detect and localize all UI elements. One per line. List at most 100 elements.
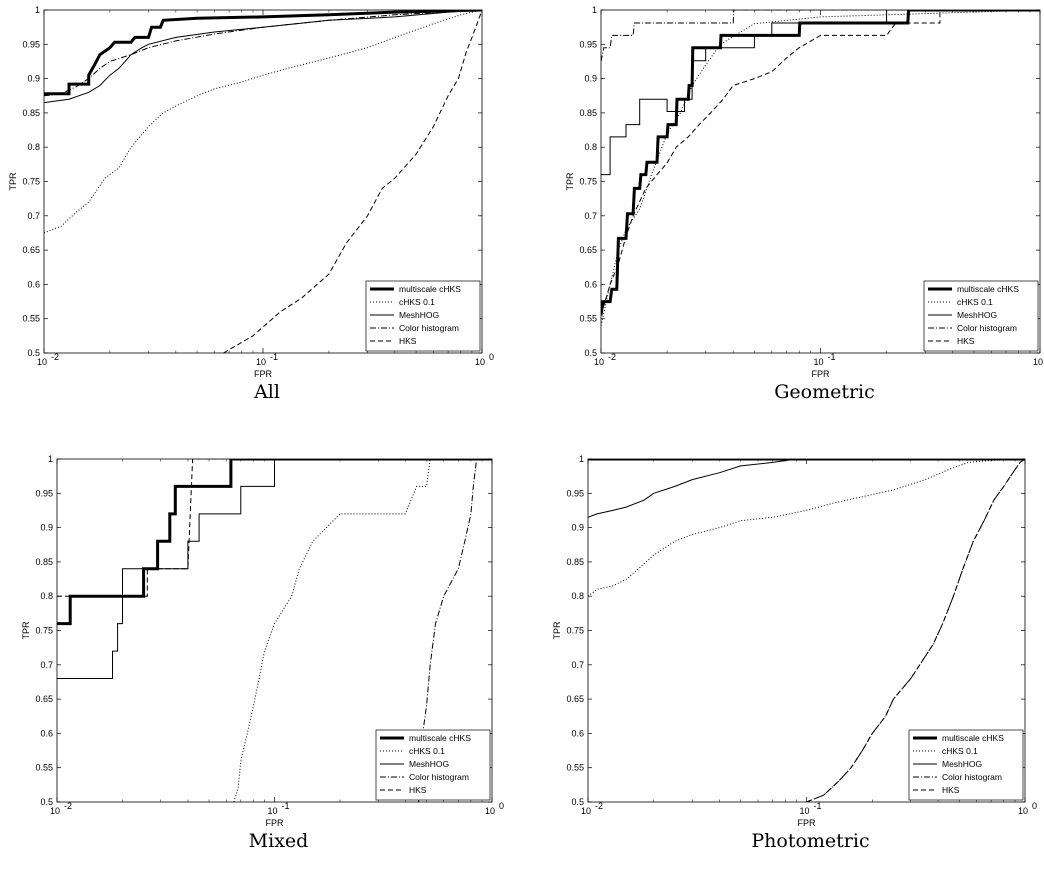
x-tick-exponent: 0 <box>489 352 494 362</box>
y-tick-label: 0.65 <box>566 694 584 704</box>
y-tick-label: 0.5 <box>571 797 584 807</box>
legend-label: Color histogram <box>942 772 1002 782</box>
series-line-color-histogram <box>44 10 482 97</box>
y-tick-label: 0.7 <box>571 660 584 670</box>
legend-label: Color histogram <box>957 323 1017 333</box>
legend-label: MeshHOG <box>409 759 449 769</box>
panel-caption: Mixed <box>249 830 309 852</box>
x-tick-label: 10 <box>813 357 823 367</box>
x-tick-exponent: -1 <box>270 352 278 362</box>
y-tick-label: 0.55 <box>579 314 597 324</box>
legend: multiscale cHKS cHKS 0.1 MeshHOG Color hist… <box>923 280 1039 352</box>
legend-box <box>923 280 1039 352</box>
panel-caption: Photometric <box>751 830 869 852</box>
x-tick-label: 10 <box>799 806 809 816</box>
legend-label: multiscale cHKS <box>409 733 471 743</box>
legend-label: HKS <box>399 336 417 346</box>
x-axis-label: FPR <box>812 369 831 379</box>
x-axis-label: FPR <box>266 818 285 828</box>
y-tick-label: 0.5 <box>584 348 597 358</box>
x-tick-exponent: 0 <box>1032 801 1037 811</box>
legend-label: HKS <box>409 785 427 795</box>
x-tick-label: 10 <box>1033 357 1043 367</box>
y-tick-label: 0.6 <box>584 279 597 289</box>
series-line-color-histogram <box>601 10 1040 62</box>
series-line-meshhog <box>44 10 482 104</box>
y-tick-label: 1 <box>48 454 53 464</box>
y-tick-label: 0.6 <box>571 728 584 738</box>
y-tick-label: 0.85 <box>35 557 53 567</box>
y-tick-label: 0.95 <box>22 39 40 49</box>
series-line-hks <box>806 459 1025 802</box>
y-tick-label: 0.95 <box>566 488 584 498</box>
legend-label: MeshHOG <box>957 310 997 320</box>
chart-panel-geometric: 0.5 0.55 0.6 0.65 0.7 0.75 0.8 0.85 0.9 0.95 1 10 -2… <box>565 5 1043 403</box>
x-tick-exponent: -1 <box>814 801 822 811</box>
y-tick-label: 0.7 <box>27 211 40 221</box>
legend-label: multiscale cHKS <box>942 733 1004 743</box>
y-tick-label: 0.75 <box>566 626 584 636</box>
panel-caption: All <box>253 381 280 403</box>
y-tick-label: 1 <box>592 5 597 15</box>
y-tick-label: 0.65 <box>22 245 40 255</box>
x-tick-exponent: 0 <box>499 801 504 811</box>
y-tick-label: 0.55 <box>35 763 53 773</box>
chart-panel-photometric: 0.5 0.55 0.6 0.65 0.7 0.75 0.8 0.85 0.9 0.95 1 10 -2… <box>552 454 1037 852</box>
y-tick-label: 0.55 <box>566 763 584 773</box>
y-tick-label: 0.7 <box>584 211 597 221</box>
x-tick-label: 10 <box>50 806 60 816</box>
y-tick-label: 0.75 <box>22 177 40 187</box>
legend-label: cHKS 0.1 <box>409 746 445 756</box>
x-tick-exponent: -2 <box>51 352 59 362</box>
x-tick-label: 10 <box>267 806 277 816</box>
legend-label: cHKS 0.1 <box>942 746 978 756</box>
series-line-chks-0-1 <box>588 459 1025 597</box>
y-axis-label: TPR <box>552 621 562 640</box>
y-tick-label: 0.85 <box>579 108 597 118</box>
y-tick-label: 0.85 <box>566 557 584 567</box>
legend-label: multiscale cHKS <box>957 284 1019 294</box>
series-line-chks-0-1 <box>44 10 482 234</box>
y-tick-label: 0.9 <box>27 74 40 84</box>
chart-panel-mixed: 0.5 0.55 0.6 0.65 0.7 0.75 0.8 0.85 0.9 0.95 1 10 -2… <box>21 454 504 852</box>
x-tick-label: 10 <box>485 806 495 816</box>
y-tick-label: 0.75 <box>35 626 53 636</box>
series-line-chks-0-1 <box>601 10 1040 326</box>
legend-box <box>365 280 481 352</box>
legend: multiscale cHKS cHKS 0.1 MeshHOG Color hist… <box>375 729 491 801</box>
y-tick-label: 1 <box>579 454 584 464</box>
legend-box <box>375 729 491 801</box>
y-tick-label: 0.95 <box>579 39 597 49</box>
y-tick-label: 0.75 <box>579 177 597 187</box>
series-line-hks <box>223 10 482 353</box>
legend: multiscale cHKS cHKS 0.1 MeshHOG Color hist… <box>908 729 1024 801</box>
legend-label: Color histogram <box>409 772 469 782</box>
x-tick-exponent: -2 <box>608 352 616 362</box>
legend: multiscale cHKS cHKS 0.1 MeshHOG Color hist… <box>365 280 481 352</box>
y-tick-label: 0.8 <box>584 142 597 152</box>
legend-label: Color histogram <box>399 323 459 333</box>
series-line-color-histogram <box>806 459 1025 802</box>
y-tick-label: 0.9 <box>571 523 584 533</box>
series-line-meshhog <box>588 459 1025 518</box>
y-tick-label: 0.8 <box>27 142 40 152</box>
y-tick-label: 0.8 <box>40 591 53 601</box>
series-line-multiscale-chks <box>601 10 1040 316</box>
y-tick-label: 0.55 <box>22 314 40 324</box>
y-tick-label: 0.65 <box>579 245 597 255</box>
y-tick-label: 0.5 <box>40 797 53 807</box>
legend-box <box>908 729 1024 801</box>
x-tick-label: 10 <box>256 357 266 367</box>
y-tick-label: 0.9 <box>584 74 597 84</box>
series-line-hks <box>601 10 1040 316</box>
series-line-hks <box>57 459 492 597</box>
x-tick-label: 10 <box>37 357 47 367</box>
y-tick-label: 0.5 <box>27 348 40 358</box>
series-line-multiscale-chks <box>44 10 482 96</box>
legend-label: MeshHOG <box>399 310 439 320</box>
legend-label: MeshHOG <box>942 759 982 769</box>
y-tick-label: 0.7 <box>40 660 53 670</box>
legend-label: cHKS 0.1 <box>399 297 435 307</box>
y-axis-label: TPR <box>8 172 18 191</box>
